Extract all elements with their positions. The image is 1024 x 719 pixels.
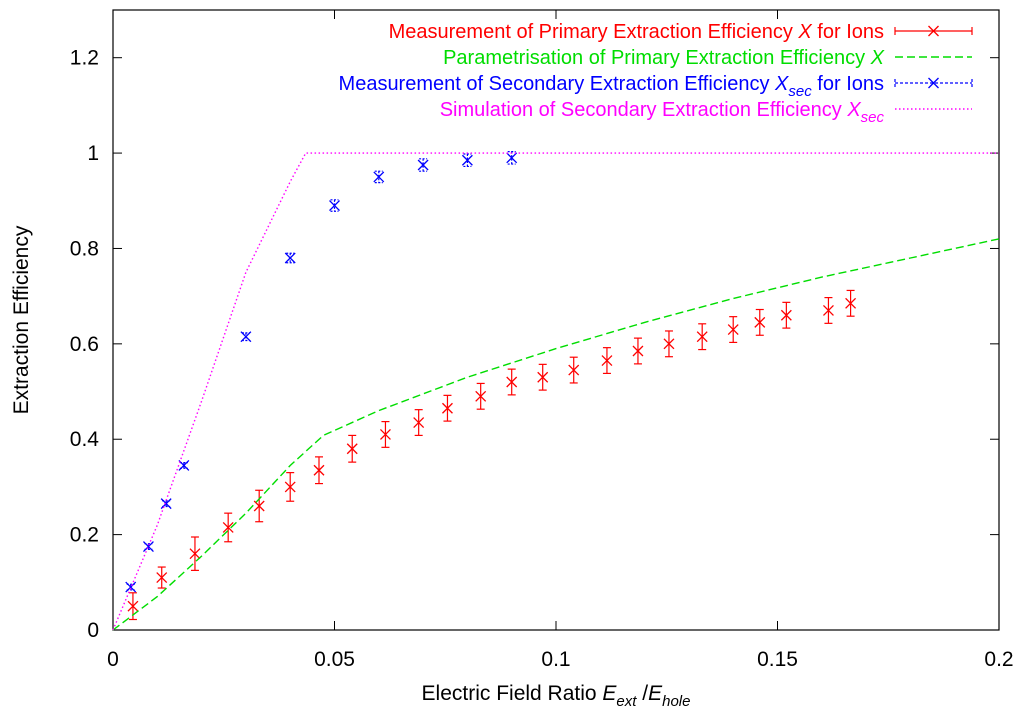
legend-label-suffix: for Ions — [812, 73, 884, 95]
legend-label-text: Measurement of Primary Extraction Effici… — [389, 21, 799, 43]
legend-label-symbol: X — [774, 73, 789, 95]
series-2-point — [143, 542, 153, 552]
series-0-point — [157, 567, 167, 588]
series-0-point — [846, 290, 856, 316]
series-0-point — [728, 317, 738, 343]
x-axis-label: Electric Field Ratio Eext /Ehole — [422, 682, 691, 710]
x-axis-label-main: Electric Field Ratio — [422, 682, 603, 705]
series-1 — [113, 239, 999, 630]
legend-label-text: Measurement of Secondary Extraction Effi… — [339, 73, 776, 95]
series-0-point — [414, 410, 424, 436]
legend-label-text: Parametrisation of Primary Extraction Ef… — [443, 47, 871, 69]
legend-item-1: Parametrisation of Primary Extraction Ef… — [443, 47, 972, 69]
series-2-point — [285, 253, 295, 263]
series-2-point — [374, 171, 384, 182]
legend-label-0: Measurement of Primary Extraction Effici… — [389, 21, 884, 43]
legend-label-suffix: for Ions — [812, 21, 884, 43]
y-tick-label: 0.4 — [70, 428, 100, 451]
series-0-point — [285, 473, 295, 502]
series-0-point — [380, 422, 390, 448]
legend-label-3: Simulation of Secondary Extraction Effic… — [440, 99, 885, 126]
series-2-point — [462, 154, 472, 166]
legend-item-3: Simulation of Secondary Extraction Effic… — [440, 99, 972, 126]
legend: Measurement of Primary Extraction Effici… — [339, 21, 972, 126]
legend-label-symbol: X — [797, 21, 812, 43]
series-0-point — [602, 348, 612, 374]
x-axis-label-slash: / — [636, 682, 648, 705]
x-axis-label-sub2: hole — [662, 693, 690, 710]
series-2 — [126, 152, 517, 592]
series-0-point — [781, 302, 791, 328]
legend-label-text: Simulation of Secondary Extraction Effic… — [440, 99, 848, 121]
y-tick-label: 1 — [87, 142, 99, 165]
legend-label-subscript: sec — [788, 83, 812, 100]
series-2-point — [126, 582, 136, 592]
series-0-point — [507, 369, 517, 395]
y-tick-label: 0.2 — [70, 524, 99, 547]
series-0-point — [254, 490, 264, 521]
legend-item-2: Measurement of Secondary Extraction Effi… — [339, 73, 972, 100]
x-tick-label: 0.1 — [541, 648, 570, 671]
series-0-point — [314, 457, 324, 484]
series-0-point — [476, 383, 486, 409]
legend-label-symbol: X — [846, 99, 861, 121]
series-0-point — [755, 310, 765, 336]
series-0-point — [569, 357, 579, 383]
legend-label-symbol: X — [870, 47, 885, 69]
series-0-point — [538, 364, 548, 390]
y-tick-label: 0.6 — [70, 333, 99, 356]
y-tick-label: 0 — [87, 619, 99, 642]
series-layer — [113, 152, 999, 630]
legend-label-2: Measurement of Secondary Extraction Effi… — [339, 73, 884, 100]
series-0-point — [442, 395, 452, 421]
series-3-line — [113, 153, 999, 630]
x-tick-label: 0.05 — [314, 648, 355, 671]
series-2-point — [330, 200, 340, 211]
series-0-point — [823, 298, 833, 324]
series-0-point — [347, 435, 357, 462]
x-axis-label-e2: E — [648, 682, 663, 705]
x-axis-label-sub1: ext — [616, 693, 637, 710]
series-0-point — [664, 331, 674, 357]
x-tick-label: 0.15 — [757, 648, 798, 671]
x-axis-label-e1: E — [602, 682, 617, 705]
tick-labels: 0 0.05 0.1 0.15 0.2 0 0.2 0.4 0.6 0.8 1 1.2 — [70, 47, 1014, 671]
y-tick-label: 1.2 — [70, 47, 99, 70]
legend-label-subscript: sec — [861, 109, 885, 126]
x-tick-label: 0 — [107, 648, 119, 671]
series-0-point — [697, 324, 707, 350]
series-0 — [128, 290, 856, 619]
series-2-point — [418, 159, 428, 171]
series-1-line — [113, 239, 999, 630]
y-tick-label: 0.8 — [70, 237, 99, 260]
series-2-point — [241, 332, 251, 342]
legend-item-0: Measurement of Primary Extraction Effici… — [389, 21, 972, 43]
legend-label-1: Parametrisation of Primary Extraction Ef… — [443, 47, 885, 69]
y-axis-label: Extraction Efficiency — [10, 225, 33, 414]
x-tick-label: 0.2 — [984, 648, 1013, 671]
series-0-point — [633, 338, 643, 364]
series-3 — [113, 153, 999, 630]
